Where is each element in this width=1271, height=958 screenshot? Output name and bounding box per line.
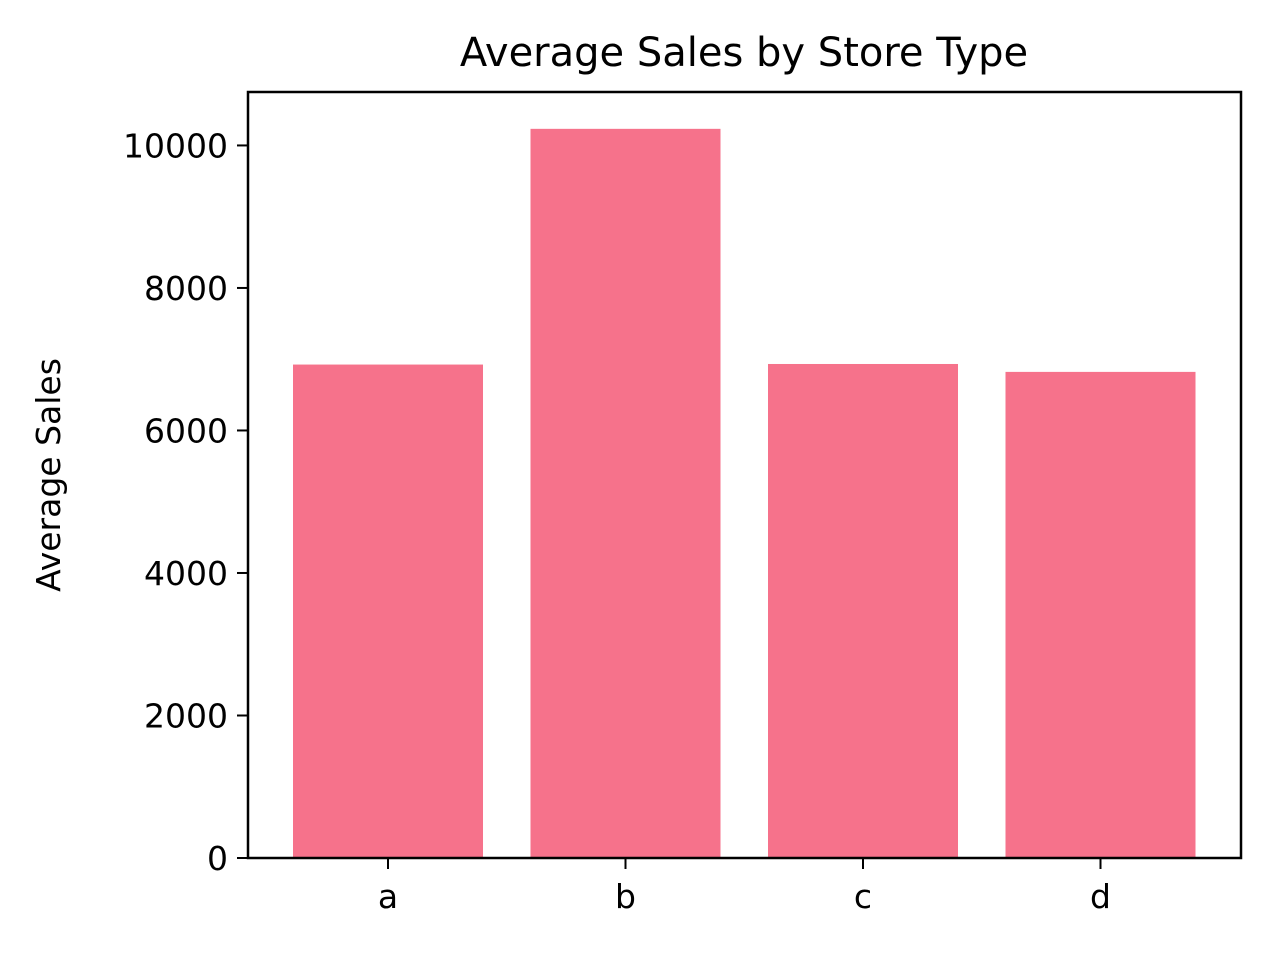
y-tick-label: 0 (207, 839, 228, 878)
y-axis-label: Average Sales (29, 358, 68, 592)
x-tick-label: d (1090, 877, 1111, 916)
y-tick-label: 4000 (144, 554, 228, 593)
y-tick-label: 2000 (144, 696, 228, 735)
plot-frame (246, 90, 1243, 860)
x-tick-label: a (378, 877, 398, 916)
y-tick-label: 6000 (144, 411, 228, 450)
y-tick-label: 8000 (144, 269, 228, 308)
bar-a (293, 364, 483, 858)
bars-group (293, 128, 1196, 859)
bar-b (530, 128, 721, 859)
x-tick-label: c (854, 877, 872, 916)
bar-d (1005, 371, 1196, 858)
x-tick-label: b (615, 877, 636, 916)
x-axis: a b c d (378, 858, 1111, 916)
bar-c (768, 363, 958, 858)
y-tick-label: 10000 (123, 126, 228, 165)
chart-title: Average Sales by Store Type (460, 30, 1028, 76)
y-axis: 0 2000 4000 6000 8000 10000 (123, 126, 248, 878)
